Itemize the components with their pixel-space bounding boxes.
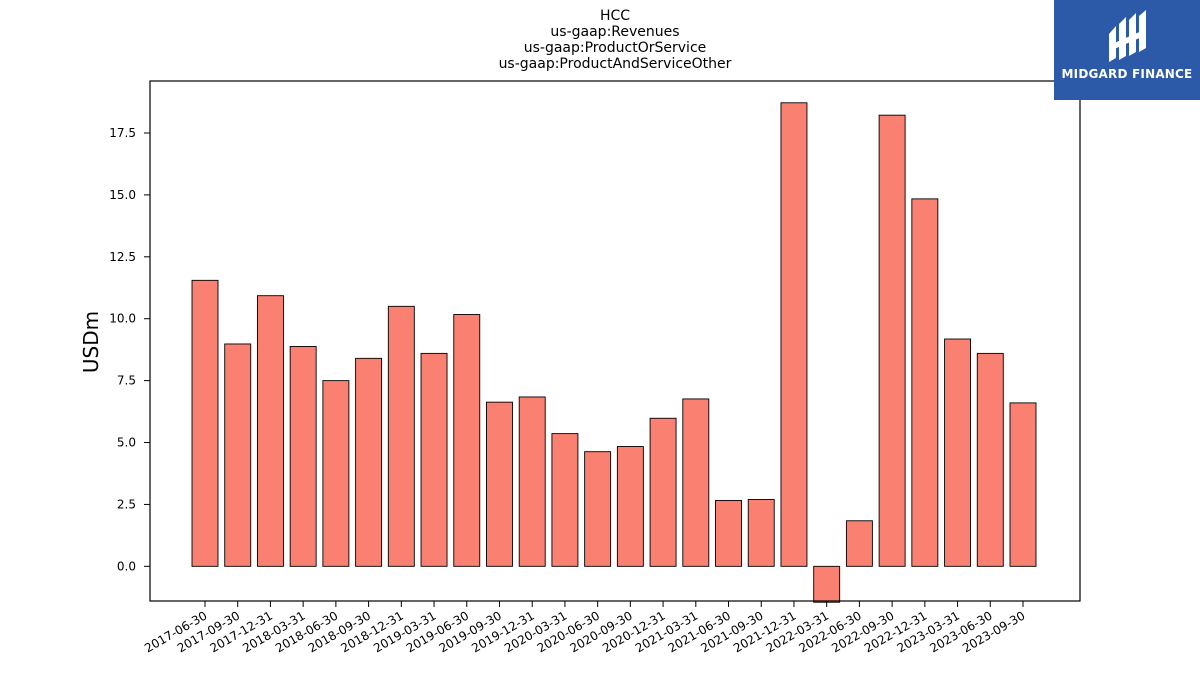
y-axis-label: USDm <box>79 311 103 373</box>
bar-2022-06-30 <box>845 520 873 567</box>
bar-2022-03-31 <box>813 565 841 603</box>
y-tick-label: 5.0 <box>117 436 136 450</box>
y-tick-label: 15.0 <box>109 188 136 202</box>
bar-2023-09-30 <box>1009 402 1037 567</box>
y-tick-label: 12.5 <box>109 250 136 264</box>
chart-title-line: HCC <box>600 8 630 24</box>
y-tick-label: 17.5 <box>109 126 136 140</box>
bar-2018-06-30 <box>322 380 350 567</box>
bar-2017-06-30 <box>191 279 219 567</box>
logo-text: MIDGARD FINANCE <box>1061 67 1193 81</box>
bar-2021-03-31 <box>682 398 710 567</box>
bar-2020-06-30 <box>584 451 612 567</box>
chart-title-line: us-gaap:Revenues <box>550 24 679 40</box>
axes-frame <box>149 80 1081 602</box>
y-tick-label: 0.0 <box>117 559 136 573</box>
bar-2019-09-30 <box>486 401 513 567</box>
bar-2023-06-30 <box>976 352 1004 567</box>
bar-2017-09-30 <box>224 343 252 567</box>
bar-2020-03-31 <box>551 433 579 567</box>
y-tick-label: 2.5 <box>117 497 136 511</box>
bar-2018-09-30 <box>355 357 383 567</box>
bars-group <box>191 102 1037 603</box>
bar-2022-12-31 <box>911 198 939 567</box>
bar-2017-12-31 <box>256 295 284 567</box>
bar-2019-06-30 <box>453 314 481 567</box>
bar-2020-12-31 <box>649 417 677 567</box>
x-axis-ticks: 2017-06-302017-09-302017-12-312018-03-31… <box>142 601 1028 655</box>
bar-2019-12-31 <box>518 396 546 567</box>
brand-logo: MIDGARD FINANCE <box>1054 0 1200 100</box>
bar-2021-06-30 <box>715 500 742 567</box>
bar-2021-12-31 <box>780 102 808 567</box>
chart-title: HCCus-gaap:Revenuesus-gaap:ProductOrServ… <box>499 8 732 72</box>
chart-title-line: us-gaap:ProductOrService <box>524 40 707 56</box>
bar-2022-09-30 <box>878 114 906 567</box>
chart-title-line: us-gaap:ProductAndServiceOther <box>499 56 732 72</box>
y-tick-label: 10.0 <box>109 312 136 326</box>
bar-2018-03-31 <box>289 346 317 567</box>
bar-2021-09-30 <box>747 499 775 567</box>
logo-mark-icon <box>1109 10 1146 62</box>
bar-2023-03-31 <box>944 338 972 567</box>
bar-2019-03-31 <box>420 352 448 567</box>
bar-2018-12-31 <box>387 305 415 567</box>
y-tick-label: 7.5 <box>117 374 136 388</box>
y-axis-ticks: 0.0 2.5 5.0 7.5 10.0 12.5 15.0 17.5 <box>109 126 150 573</box>
bar-2020-09-30 <box>616 446 644 567</box>
